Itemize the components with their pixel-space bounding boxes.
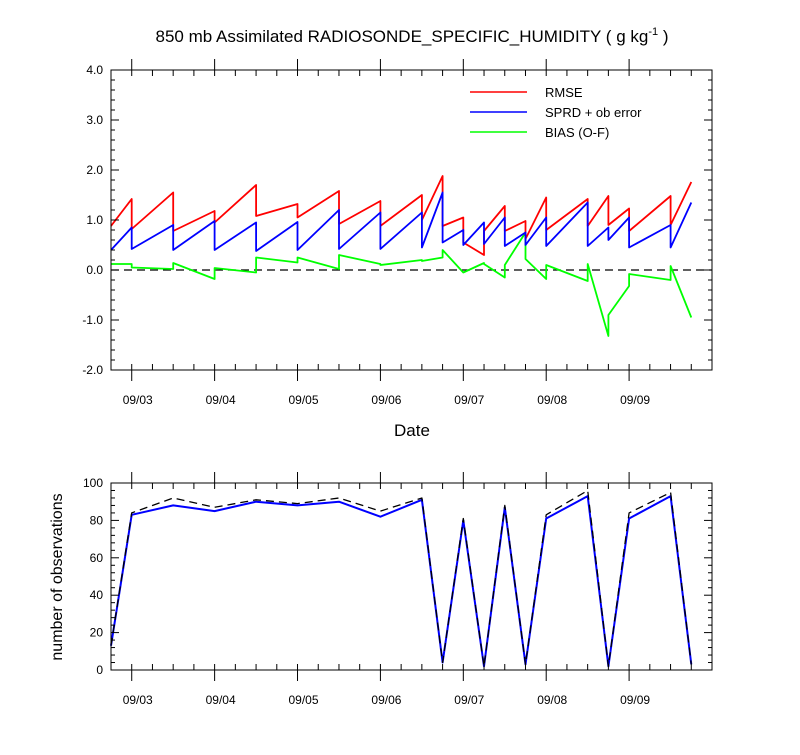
legend-label-spread: SPRD + ob error — [545, 105, 642, 120]
series-line-rmse — [110, 175, 693, 256]
top-y-tick-label: -2.0 — [82, 363, 103, 377]
top-x-tick-label: 09/08 — [537, 393, 567, 407]
bottom-x-tick-label: 09/07 — [454, 693, 484, 707]
top-y-tick-label: 3.0 — [86, 113, 103, 127]
top-y-tick-label: 4.0 — [86, 63, 103, 77]
top-x-tick-label: 09/07 — [454, 393, 484, 407]
bottom-y-axis-label: number of observations — [49, 493, 66, 660]
bottom-y-tick-label: 20 — [90, 626, 104, 640]
legend-label-rmse: RMSE — [545, 85, 583, 100]
top-x-tick-label: 09/06 — [371, 393, 401, 407]
bottom-plot-frame — [110, 482, 713, 671]
bottom-y-tick-label: 60 — [90, 551, 104, 565]
bottom-x-tick-label: 09/03 — [123, 693, 153, 707]
bottom-y-tick-label: 40 — [90, 588, 104, 602]
top-y-tick-label: 2.0 — [86, 163, 103, 177]
bottom-y-tick-label: 100 — [83, 476, 103, 490]
series-line-bias — [111, 231, 693, 337]
bottom-x-tick-label: 09/05 — [289, 693, 319, 707]
top-x-tick-label: 09/03 — [123, 393, 153, 407]
bottom-y-tick-label: 80 — [90, 513, 104, 527]
bottom-x-tick-label: 09/08 — [537, 693, 567, 707]
top-x-tick-label: 09/09 — [620, 393, 650, 407]
top-y-tick-label: 1.0 — [86, 213, 103, 227]
top-y-tick-label: -1.0 — [82, 313, 103, 327]
bottom-x-tick-label: 09/04 — [206, 693, 236, 707]
top-y-tick-label: 0.0 — [86, 263, 103, 277]
top-x-tick-label: 09/04 — [206, 393, 236, 407]
bottom-x-tick-label: 09/06 — [371, 693, 401, 707]
top-x-axis-label: Date — [394, 421, 430, 440]
chart-title: 850 mb Assimilated RADIOSONDE_SPECIFIC_H… — [156, 26, 669, 46]
bottom-y-tick-label: 0 — [96, 663, 103, 677]
series-line-spread — [110, 191, 693, 252]
top-x-tick-label: 09/05 — [289, 393, 319, 407]
legend-label-bias: BIAS (O-F) — [545, 125, 609, 140]
series-line-obs-possible — [110, 489, 692, 667]
top-plot-area — [110, 175, 712, 337]
bottom-plot-area — [110, 489, 693, 668]
top-axes: -2.0 -1.0 0.0 1.0 2.0 3.0 4.0 09/03 09/04 09/05 09… — [82, 59, 713, 407]
bottom-x-tick-label: 09/09 — [620, 693, 650, 707]
bottom-axes: 0 20 40 60 80 100 09/03 09/04 09/05 09/06 09/07 09/… — [83, 472, 713, 707]
legend: RMSE SPRD + ob error BIAS (O-F) — [470, 85, 642, 140]
series-line-obs-assimilated — [110, 495, 693, 668]
